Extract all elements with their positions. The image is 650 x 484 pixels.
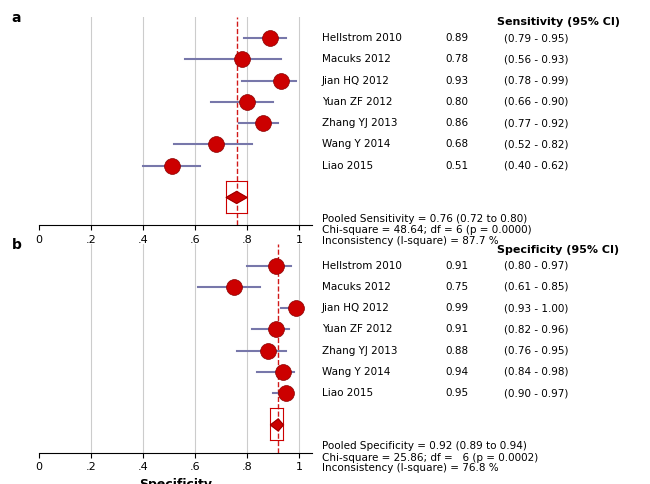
Text: Sensitivity (95% CI): Sensitivity (95% CI) xyxy=(497,17,620,27)
Text: 0.91: 0.91 xyxy=(445,261,468,271)
Text: 0.95: 0.95 xyxy=(445,388,468,398)
Text: 0.94: 0.94 xyxy=(445,367,468,377)
Text: (0.40 - 0.62): (0.40 - 0.62) xyxy=(504,161,568,170)
Text: Zhang YJ 2013: Zhang YJ 2013 xyxy=(322,118,397,128)
Text: Hellstrom 2010: Hellstrom 2010 xyxy=(322,33,402,43)
Text: a: a xyxy=(12,11,21,25)
Point xyxy=(270,326,281,333)
Text: Liao 2015: Liao 2015 xyxy=(322,161,373,170)
Text: Jian HQ 2012: Jian HQ 2012 xyxy=(322,76,389,86)
Point xyxy=(257,119,268,127)
Text: 0.68: 0.68 xyxy=(445,139,468,150)
Text: (0.77 - 0.92): (0.77 - 0.92) xyxy=(504,118,568,128)
Text: (0.52 - 0.82): (0.52 - 0.82) xyxy=(504,139,568,150)
Text: (0.76 - 0.95): (0.76 - 0.95) xyxy=(504,346,568,356)
Text: Macuks 2012: Macuks 2012 xyxy=(322,282,391,292)
Point xyxy=(291,304,302,312)
Text: 0.89: 0.89 xyxy=(445,33,468,43)
Point xyxy=(276,77,286,85)
Text: Chi-square = 48.64; df = 6 (p = 0.0000): Chi-square = 48.64; df = 6 (p = 0.0000) xyxy=(322,226,532,235)
Text: Macuks 2012: Macuks 2012 xyxy=(322,54,391,64)
Point xyxy=(281,389,291,397)
Text: (0.79 - 0.95): (0.79 - 0.95) xyxy=(504,33,568,43)
Text: Liao 2015: Liao 2015 xyxy=(322,388,373,398)
X-axis label: Sensitivity: Sensitivity xyxy=(138,250,213,263)
Text: Wang Y 2014: Wang Y 2014 xyxy=(322,367,390,377)
Text: (0.82 - 0.96): (0.82 - 0.96) xyxy=(504,324,568,334)
Text: b: b xyxy=(12,238,21,252)
Text: (0.84 - 0.98): (0.84 - 0.98) xyxy=(504,367,568,377)
Text: 0.80: 0.80 xyxy=(445,97,468,107)
Point xyxy=(242,98,252,106)
Point xyxy=(263,347,273,354)
Text: Yuan ZF 2012: Yuan ZF 2012 xyxy=(322,324,392,334)
Text: Specificity (95% CI): Specificity (95% CI) xyxy=(497,245,619,255)
Text: Jian HQ 2012: Jian HQ 2012 xyxy=(322,303,389,313)
Text: 0.88: 0.88 xyxy=(445,346,468,356)
Text: 0.86: 0.86 xyxy=(445,118,468,128)
Text: Pooled Specificity = 0.92 (0.89 to 0.94): Pooled Specificity = 0.92 (0.89 to 0.94) xyxy=(322,441,526,451)
Text: 0.51: 0.51 xyxy=(445,161,468,170)
Point xyxy=(166,162,177,169)
Point xyxy=(265,34,276,42)
Text: 0.99: 0.99 xyxy=(445,303,468,313)
Text: 0.93: 0.93 xyxy=(445,76,468,86)
Text: Yuan ZF 2012: Yuan ZF 2012 xyxy=(322,97,392,107)
Text: (0.80 - 0.97): (0.80 - 0.97) xyxy=(504,261,568,271)
Text: Pooled Sensitivity = 0.76 (0.72 to 0.80): Pooled Sensitivity = 0.76 (0.72 to 0.80) xyxy=(322,214,527,224)
Text: Zhang YJ 2013: Zhang YJ 2013 xyxy=(322,346,397,356)
Polygon shape xyxy=(270,419,283,431)
Text: Hellstrom 2010: Hellstrom 2010 xyxy=(322,261,402,271)
X-axis label: Specificity: Specificity xyxy=(139,478,212,484)
Text: (0.90 - 0.97): (0.90 - 0.97) xyxy=(504,388,568,398)
Text: Inconsistency (I-square) = 87.7 %: Inconsistency (I-square) = 87.7 % xyxy=(322,236,499,246)
Text: (0.78 - 0.99): (0.78 - 0.99) xyxy=(504,76,568,86)
Polygon shape xyxy=(226,192,247,203)
Text: (0.61 - 0.85): (0.61 - 0.85) xyxy=(504,282,568,292)
Point xyxy=(237,56,247,63)
Point xyxy=(229,283,239,291)
Point xyxy=(270,262,281,270)
Text: 0.78: 0.78 xyxy=(445,54,468,64)
Text: Inconsistency (I-square) = 76.8 %: Inconsistency (I-square) = 76.8 % xyxy=(322,464,499,473)
Point xyxy=(278,368,289,376)
Text: 0.91: 0.91 xyxy=(445,324,468,334)
Text: (0.66 - 0.90): (0.66 - 0.90) xyxy=(504,97,568,107)
Text: Wang Y 2014: Wang Y 2014 xyxy=(322,139,390,150)
Text: Chi-square = 25.86; df =   6 (p = 0.0002): Chi-square = 25.86; df = 6 (p = 0.0002) xyxy=(322,453,538,463)
Text: 0.75: 0.75 xyxy=(445,282,468,292)
Text: (0.56 - 0.93): (0.56 - 0.93) xyxy=(504,54,568,64)
Text: (0.93 - 1.00): (0.93 - 1.00) xyxy=(504,303,568,313)
Point xyxy=(211,140,221,148)
